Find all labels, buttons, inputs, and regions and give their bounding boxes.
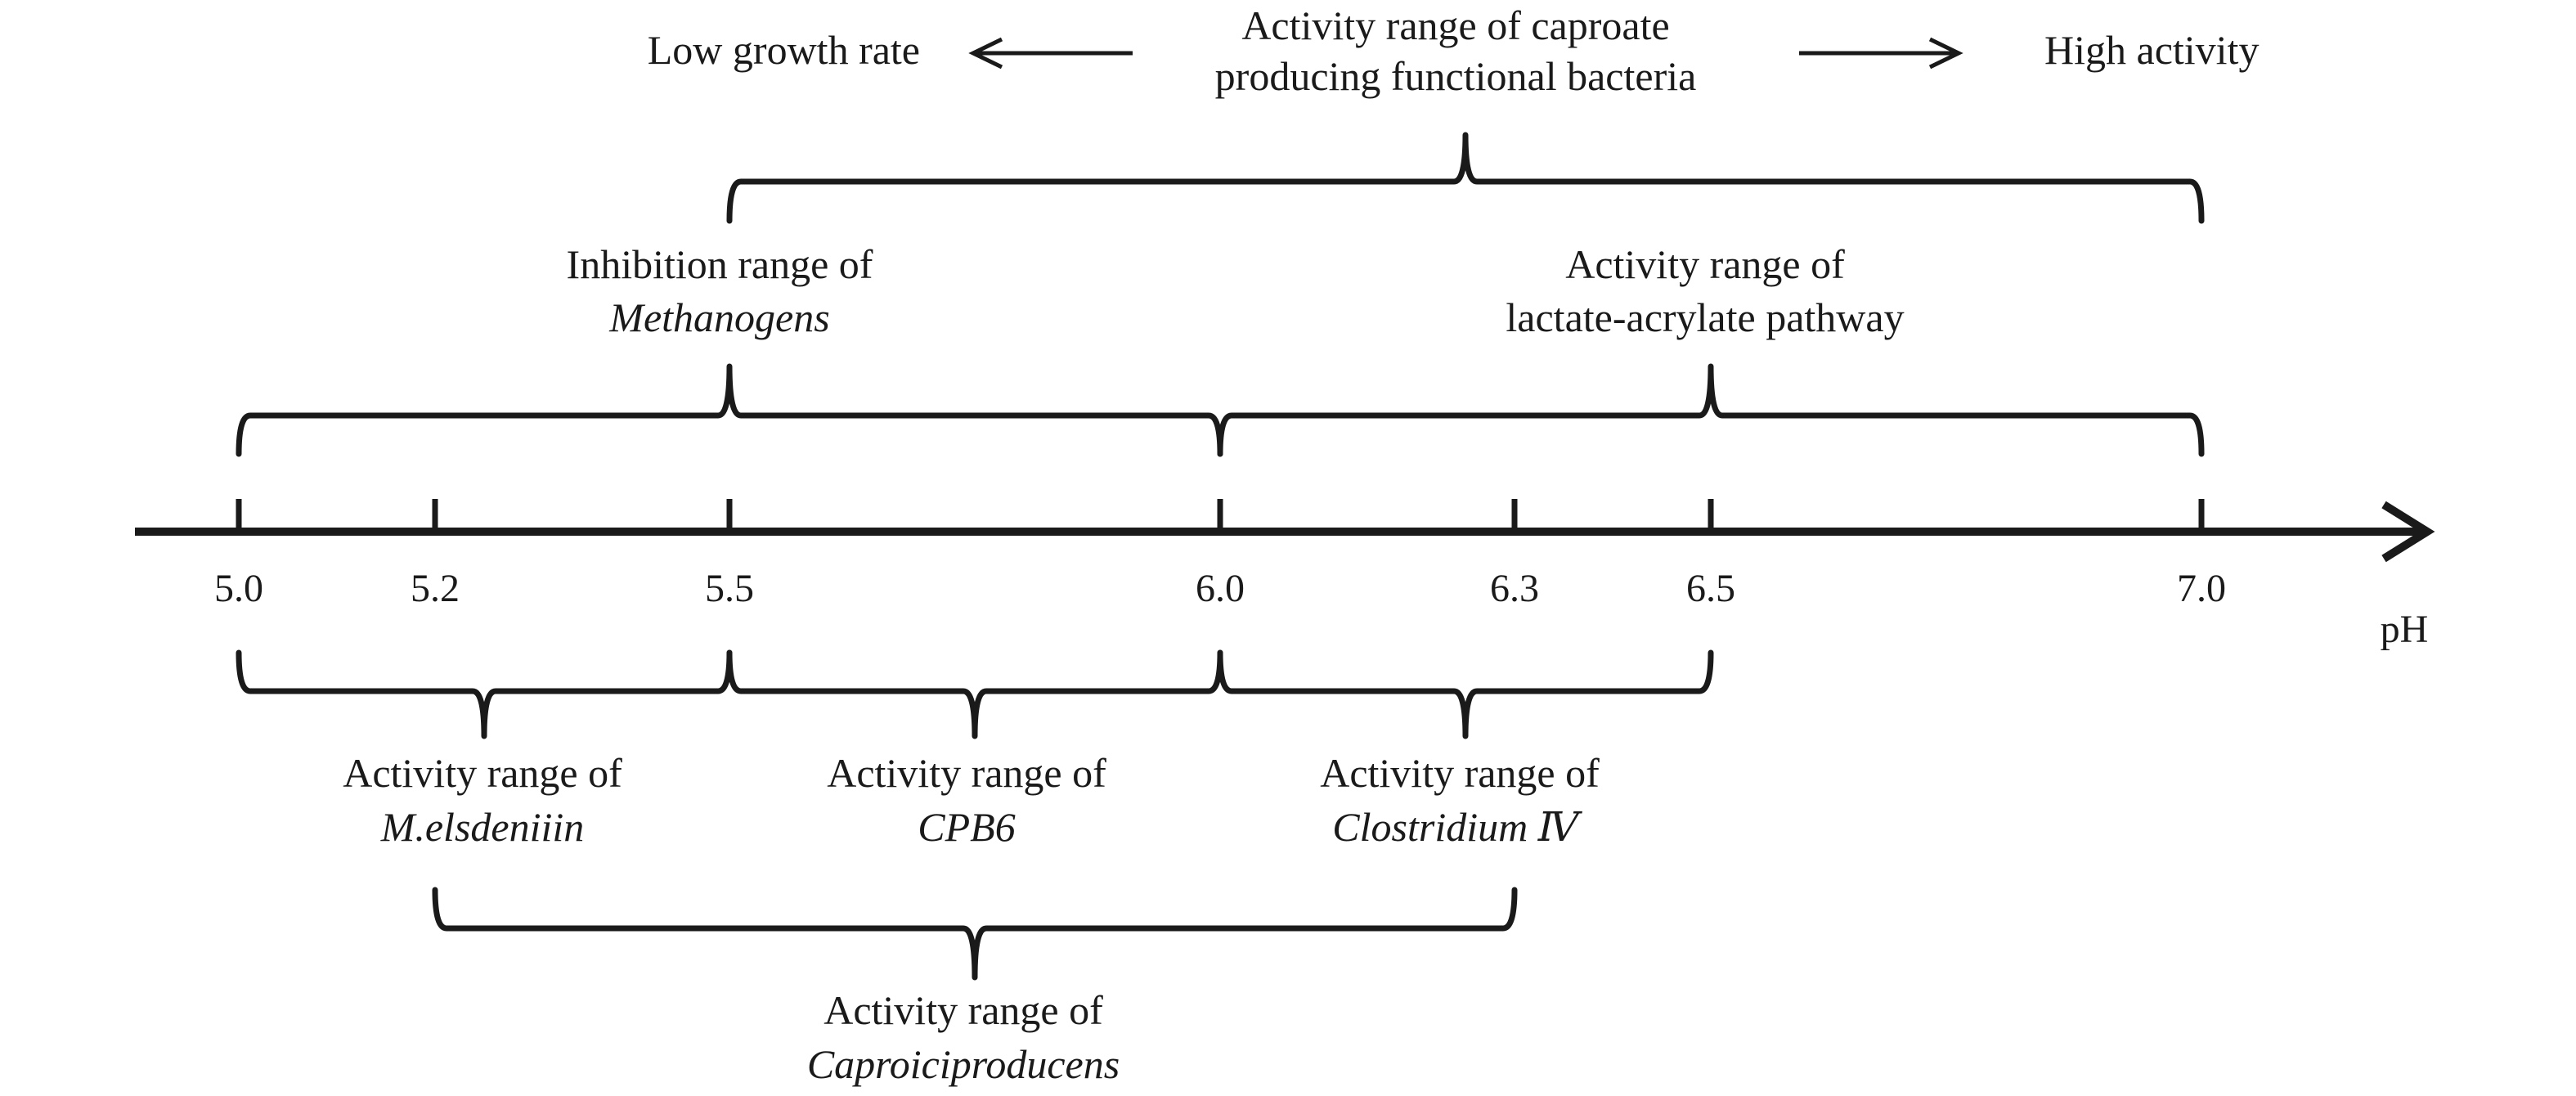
m-elsdenii-label-line1: Activity range of: [343, 750, 622, 796]
caproiciproducens-label-line1: Activity range of: [824, 987, 1103, 1033]
axis-tick-label: 6.5: [1686, 567, 1735, 610]
axis-tick-label: 6.3: [1490, 567, 1539, 610]
cpb6-label-line1: Activity range of: [827, 750, 1106, 796]
axis-tick-label: 5.2: [411, 567, 460, 610]
left-arrow-icon: [968, 37, 1133, 70]
clostridium-bracket: [1217, 649, 1714, 739]
high-activity-label: High activity: [2044, 27, 2259, 73]
low-growth-rate-label: Low growth rate: [648, 27, 920, 73]
axis-tick-label: 7.0: [2177, 567, 2226, 610]
right-arrow-icon: [1799, 37, 1963, 70]
caproiciproducens-bracket: [432, 887, 1518, 981]
axis-tick-label: 5.0: [214, 567, 263, 610]
lactate-acrylate-bracket: [1217, 363, 2205, 457]
m-elsdenii-bracket: [236, 649, 733, 739]
ph-unit-label: pH: [2381, 608, 2429, 651]
caproiciproducens-label-line2: Caproiciproducens: [807, 1041, 1120, 1087]
cpb6-bracket: [726, 649, 1223, 739]
lactate-acrylate-label-line1: Activity range of: [1565, 241, 1845, 287]
methanogens-label-line1: Inhibition range of: [567, 241, 873, 287]
axis-tick-label: 5.5: [705, 567, 754, 610]
clostridium-label-line1: Activity range of: [1320, 750, 1600, 796]
lactate-acrylate-label-line2: lactate-acrylate pathway: [1506, 294, 1904, 340]
cpb6-label-line2: CPB6: [918, 804, 1015, 850]
clostridium-label-line2: Clostridium Ⅳ: [1332, 804, 1582, 850]
m-elsdenii-label-line2: M.elsdeniiin: [380, 804, 585, 850]
caproate-bacteria-bracket: [726, 132, 2205, 224]
ph-axis-arrowhead-icon: [2381, 501, 2435, 563]
caproate-bacteria-title-line2: producing functional bacteria: [1215, 53, 1697, 99]
methanogens-label-line2: Methanogens: [608, 294, 829, 340]
methanogens-bracket: [236, 363, 1223, 457]
axis-tick-label: 6.0: [1196, 567, 1245, 610]
caproate-bacteria-title-line1: Activity range of caproate: [1241, 2, 1669, 48]
